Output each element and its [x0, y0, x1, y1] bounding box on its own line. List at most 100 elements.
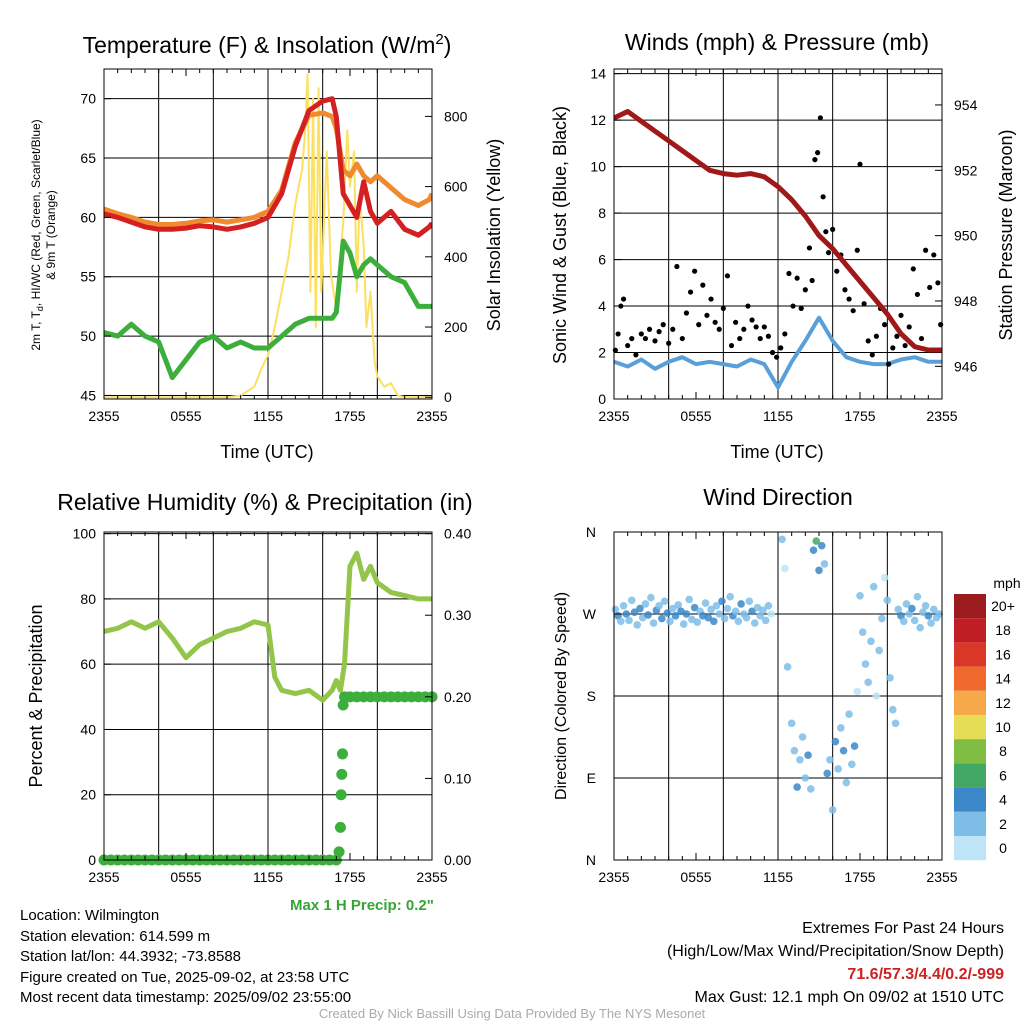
speed-legend-label: 8 [999, 743, 1007, 759]
direction-point [828, 806, 837, 814]
direction-point [750, 619, 759, 627]
direction-point [764, 602, 773, 610]
direction-point [867, 637, 875, 646]
wind-title: Winds (mph) & Pressure (mb) [625, 29, 929, 55]
direction-point [778, 535, 786, 544]
direction-point [761, 616, 770, 625]
precip-point [334, 821, 346, 833]
direction-point [715, 610, 724, 618]
direction-point [894, 605, 903, 614]
gust-point [815, 150, 821, 156]
gust-point [894, 333, 900, 339]
direction-point [924, 612, 933, 620]
direction-point [858, 628, 867, 637]
gust-point [666, 340, 672, 346]
direction-point [831, 737, 840, 746]
temperature-ylabel: 2m T, Td, HI/WC (Red, Green, Scarlet/Blu… [29, 119, 45, 350]
direction-point [641, 600, 650, 608]
direction-point [817, 541, 826, 550]
wind-ylabel: Sonic Wind & Gust (Blue, Black) [550, 106, 570, 364]
gust-point [728, 342, 735, 349]
direction-point [845, 710, 853, 719]
direction-point [663, 609, 672, 617]
t2m-line [104, 96, 432, 238]
precip-point [336, 768, 348, 780]
direction-point [790, 746, 799, 755]
direction-point [807, 785, 815, 793]
direction-point [899, 617, 908, 626]
dir-ytick-label: S [587, 688, 596, 704]
gust-point [898, 312, 904, 318]
direction-point [647, 593, 655, 602]
wind-y2tick-label: 948 [954, 293, 978, 309]
station-info: Location: Wilmington Station elevation: … [20, 906, 351, 1009]
wind-xtick-label: 2355 [598, 408, 629, 424]
temperature-ylabel-line2: & 9m T (Orange) [44, 190, 58, 280]
gust-point [886, 361, 892, 367]
gust-point [765, 333, 772, 339]
gust-point [749, 317, 755, 323]
gust-point [890, 345, 896, 351]
speed-legend-swatch [954, 618, 986, 643]
temp-ytick-label: 45 [80, 387, 96, 403]
direction-point [734, 617, 743, 626]
wind-ytick-label: 12 [590, 112, 606, 128]
gust-point [638, 331, 644, 337]
gust-point [704, 312, 710, 318]
humidity-title: Relative Humidity (%) & Precipitation (i… [57, 489, 472, 515]
rh-frame [103, 531, 433, 861]
speed-legend-label: 16 [995, 646, 1011, 662]
direction-point [820, 560, 829, 568]
gust-point [620, 296, 627, 302]
direction-point [617, 617, 625, 626]
gust-point [817, 115, 823, 121]
gust-point [778, 345, 784, 351]
direction-point [834, 765, 842, 773]
precip-point [333, 846, 345, 858]
gust-point [652, 338, 658, 344]
direction-point [630, 608, 639, 616]
direction-point [910, 616, 919, 625]
direction-point [856, 591, 864, 600]
speed-legend-swatch [954, 836, 986, 861]
direction-point [793, 783, 801, 791]
direction-point [655, 602, 663, 610]
temp-ytick-label: 60 [80, 209, 96, 225]
direction-point [690, 603, 699, 612]
direction-point [649, 619, 658, 627]
direction-point [848, 760, 856, 769]
gust-point [720, 305, 726, 311]
rh-y2tick-label: 0.10 [444, 770, 471, 786]
gust-point [745, 303, 751, 309]
wind-y2tick-label: 954 [954, 97, 978, 113]
humidity-panel: Relative Humidity (%) & Precipitation (i… [26, 489, 473, 885]
wind-xtick-label: 2355 [926, 408, 957, 424]
gust-point [869, 352, 875, 358]
rh-ytick-label: 100 [73, 526, 97, 542]
gust-point [741, 326, 747, 332]
direction-point [902, 600, 911, 608]
wind-xtick-label: 0555 [680, 408, 711, 424]
direction-point [644, 611, 652, 619]
gust-point [927, 284, 933, 291]
gust-point [812, 157, 818, 163]
speed-legend-unit: mph [993, 575, 1020, 591]
gust-point [633, 352, 639, 358]
gust-point [708, 296, 714, 302]
direction-point [798, 733, 807, 741]
gust-point [712, 319, 718, 325]
direction-point [908, 604, 916, 613]
direction-point [889, 705, 897, 714]
temperature-panel: Temperature (F) & Insolation (W/m2) Time… [29, 31, 504, 462]
wind-panel: Winds (mph) & Pressure (mb) Time (UTC) S… [550, 29, 1016, 462]
speed-legend-label: 6 [999, 767, 1007, 783]
gust-point [906, 324, 912, 330]
gust-point [753, 324, 759, 330]
direction-point [611, 605, 620, 614]
rh-xtick-label: 0555 [170, 869, 201, 885]
direction-point [861, 660, 870, 668]
gust-point [642, 335, 649, 342]
temp-xtick-label: 2355 [416, 408, 447, 424]
speed-legend-swatch [954, 811, 986, 836]
